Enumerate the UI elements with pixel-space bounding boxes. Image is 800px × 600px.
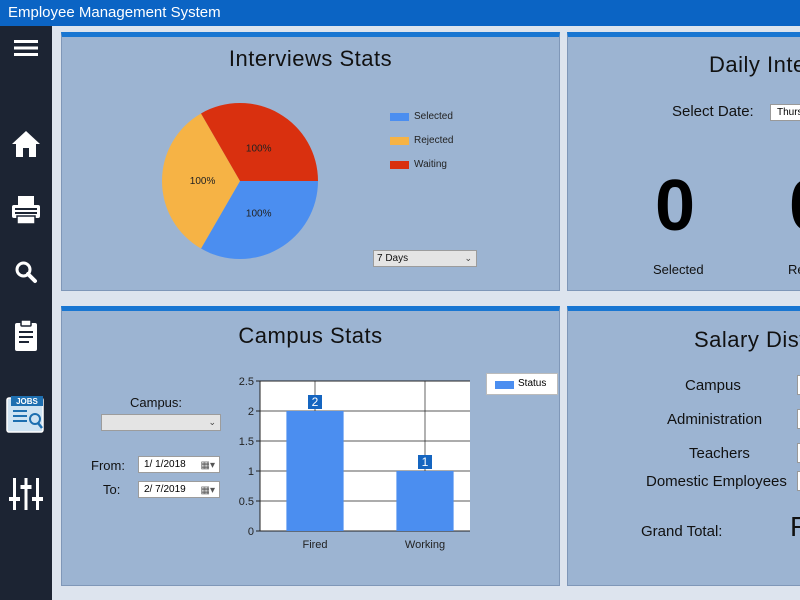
campus-dropdown[interactable]: ⌄ [101,414,221,431]
chevron-down-icon: ⌄ [464,253,472,263]
second-count: 0 [789,165,800,247]
window-title: Employee Management System [0,0,800,26]
pie-slice-selected [201,181,318,259]
bar-data-label: 2 [312,395,319,409]
bar-y-tick-label: 0 [248,526,254,538]
interviews-pie-chart: 100% 100% 100% [162,103,318,259]
interviews-title: Interviews Stats [228,46,393,71]
to-date-value: 2/ 7/2019 [144,484,186,495]
pie-label-selected: 100% [246,208,272,219]
from-date-value: 1/ 1/2018 [144,459,186,470]
pie-slice-waiting [201,103,318,181]
bar-data-label-bg [418,455,432,469]
settings-sliders-icon[interactable] [6,474,46,514]
salary-row-domestic: Domestic Employees [646,473,787,490]
interviews-panel: Interviews Stats 100% 100% 100% Selected R… [61,32,560,291]
campus-bar-chart: 0 0.5 1 1.5 2 2.5 2 Fired 1 Working [239,376,470,551]
dashboard: Interviews Stats 100% 100% 100% Selected R… [52,26,800,600]
period-dropdown[interactable]: 7 Days ⌄ [373,250,477,267]
selected-count: 0 [655,166,696,246]
clipboard-icon[interactable] [6,316,46,356]
select-date-label: Select Date: [672,103,754,120]
legend-selected-label: Selected [414,111,453,122]
bar-y-tick-label: 0.5 [239,496,254,508]
bar-category-label: Working [405,539,445,551]
legend-waiting: Waiting [390,159,447,170]
bar-data-label: 1 [422,455,429,469]
salary-teachers-field[interactable] [797,443,800,463]
legend-rejected: Rejected [390,135,453,146]
legend-rejected-swatch [390,136,409,145]
legend-waiting-label: Waiting [414,159,447,170]
bar-y-tick-label: 1 [248,466,254,478]
salary-panel: Salary Dist Campus Administration Teache… [567,306,800,586]
home-icon[interactable] [6,124,46,164]
campus-panel: Campus Stats Campus: ⌄ From: 1/ 1/2018 ▦▾… [61,306,560,586]
legend-selected-swatch [390,112,409,121]
bar-y-tick-label: 2.5 [239,376,254,388]
to-label: To: [103,482,121,497]
salary-campus-field[interactable] [797,375,800,395]
search-icon[interactable] [6,252,46,292]
calendar-icon: ▦▾ [200,460,215,471]
bar-legend-label: Status [518,378,547,389]
bar-legend: Status [486,373,558,395]
salary-domestic-field[interactable] [797,471,800,491]
legend-waiting-swatch [390,160,409,169]
calendar-icon: ▦▾ [200,485,215,496]
period-dropdown-value: 7 Days [377,253,409,264]
selected-count-label: Selected [653,262,704,277]
grand-total-value: R [790,511,800,543]
bar-category-label: Fired [302,539,327,551]
bar-fired [286,411,344,531]
from-date-picker[interactable]: 1/ 1/2018 ▦▾ [138,456,220,473]
bar-legend-swatch [495,381,514,389]
daily-panel: Daily Inte Select Date: Thurs 0 Selected… [567,32,800,291]
chevron-down-icon: ⌄ [208,417,216,427]
date-picker[interactable]: Thurs [770,104,800,121]
campus-title: Campus Stats [238,323,383,348]
bar-working [396,471,454,531]
jobs-icon-text: JOBS [16,397,38,406]
bar-y-tick-label: 1.5 [239,436,254,448]
from-label: From: [91,458,125,473]
printer-icon[interactable] [6,190,46,230]
salary-row-teachers: Teachers [689,445,750,462]
salary-title: Salary Dist [694,327,800,352]
salary-administration-field[interactable] [797,409,800,429]
bar-data-label-bg [308,395,322,409]
legend-selected: Selected [390,111,453,122]
date-picker-value: Thurs [777,107,800,118]
second-count-label: Re [788,262,800,277]
pie-label-waiting: 100% [246,144,272,155]
pie-label-rejected: 100% [190,176,216,187]
bar-y-tick-label: 2 [248,406,254,418]
sidebar: JOBS [0,26,52,600]
grand-total-label: Grand Total: [641,523,723,540]
campus-label: Campus: [130,395,183,410]
salary-row-administration: Administration [667,411,763,428]
daily-title: Daily Inte [709,52,800,77]
jobs-icon[interactable]: JOBS [4,394,48,434]
salary-row-campus: Campus [685,377,741,394]
legend-rejected-label: Rejected [414,135,454,146]
menu-icon[interactable] [6,28,46,68]
to-date-picker[interactable]: 2/ 7/2019 ▦▾ [138,481,220,498]
